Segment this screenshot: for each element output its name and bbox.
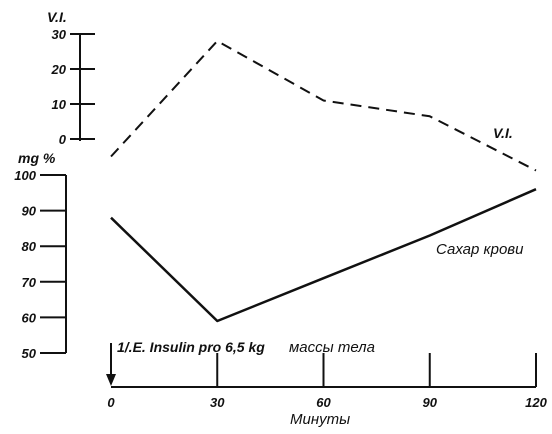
lower-tick-label: 60 xyxy=(22,310,37,325)
lower-tick-label: 50 xyxy=(22,346,37,361)
lower-axis-unit: mg % xyxy=(18,150,56,166)
series-label-vi: V.I. xyxy=(493,125,513,141)
upper-tick-label: 20 xyxy=(51,62,67,77)
x-axis-title: Минуты xyxy=(290,411,350,428)
series-line-blood-sugar xyxy=(110,188,537,323)
lower-tick-label: 90 xyxy=(22,204,37,219)
series-label-blood-sugar: Сахар крови xyxy=(436,241,524,258)
dose-annotation-text: 1/.E. Insulin pro 6,5 kg xyxy=(117,339,265,355)
x-tick-label: 90 xyxy=(423,395,438,410)
dose-arrow-head xyxy=(106,374,116,386)
x-tick-label: 60 xyxy=(316,395,331,410)
dose-annotation-suffix: массы тела xyxy=(289,339,375,356)
lower-tick-label: 100 xyxy=(14,168,36,183)
x-tick-label: 0 xyxy=(107,395,115,410)
x-axis: 0 30 60 90 120 Минуты xyxy=(107,353,548,428)
lower-tick-label: 80 xyxy=(22,239,37,254)
lower-axis: mg % 50 60 70 80 90 100 xyxy=(14,150,67,361)
upper-tick-label: 10 xyxy=(52,97,67,112)
upper-tick-label: 0 xyxy=(59,132,67,147)
series-layer xyxy=(110,40,537,323)
upper-tick-label: 30 xyxy=(52,27,67,42)
upper-axis: V.I. 0 10 20 30 xyxy=(47,9,95,147)
lower-tick-label: 70 xyxy=(22,275,37,290)
x-tick-label: 120 xyxy=(525,395,547,410)
x-tick-label: 30 xyxy=(210,395,225,410)
series-line-vi xyxy=(110,40,537,172)
dose-annotation: 1/.E. Insulin pro 6,5 kg массы тела xyxy=(106,339,375,386)
upper-axis-unit: V.I. xyxy=(47,9,67,25)
